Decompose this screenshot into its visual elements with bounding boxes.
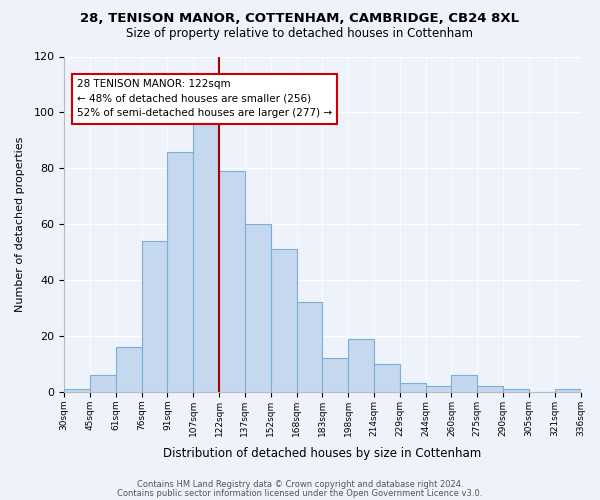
- Bar: [348, 339, 374, 392]
- Bar: [477, 386, 503, 392]
- Bar: [271, 250, 296, 392]
- Text: Contains public sector information licensed under the Open Government Licence v3: Contains public sector information licen…: [118, 489, 482, 498]
- Bar: [193, 121, 219, 392]
- Bar: [219, 171, 245, 392]
- Text: 28 TENISON MANOR: 122sqm
← 48% of detached houses are smaller (256)
52% of semi-: 28 TENISON MANOR: 122sqm ← 48% of detach…: [77, 79, 332, 118]
- Text: Size of property relative to detached houses in Cottenham: Size of property relative to detached ho…: [127, 28, 473, 40]
- X-axis label: Distribution of detached houses by size in Cottenham: Distribution of detached houses by size …: [163, 447, 481, 460]
- Bar: [451, 375, 477, 392]
- Y-axis label: Number of detached properties: Number of detached properties: [15, 136, 25, 312]
- Bar: [425, 386, 451, 392]
- Bar: [116, 347, 142, 392]
- Bar: [245, 224, 271, 392]
- Bar: [142, 241, 167, 392]
- Bar: [296, 302, 322, 392]
- Bar: [374, 364, 400, 392]
- Bar: [64, 389, 90, 392]
- Bar: [503, 389, 529, 392]
- Bar: [322, 358, 348, 392]
- Bar: [90, 375, 116, 392]
- Bar: [167, 152, 193, 392]
- Text: Contains HM Land Registry data © Crown copyright and database right 2024.: Contains HM Land Registry data © Crown c…: [137, 480, 463, 489]
- Text: 28, TENISON MANOR, COTTENHAM, CAMBRIDGE, CB24 8XL: 28, TENISON MANOR, COTTENHAM, CAMBRIDGE,…: [80, 12, 520, 26]
- Bar: [554, 389, 581, 392]
- Bar: [400, 384, 425, 392]
